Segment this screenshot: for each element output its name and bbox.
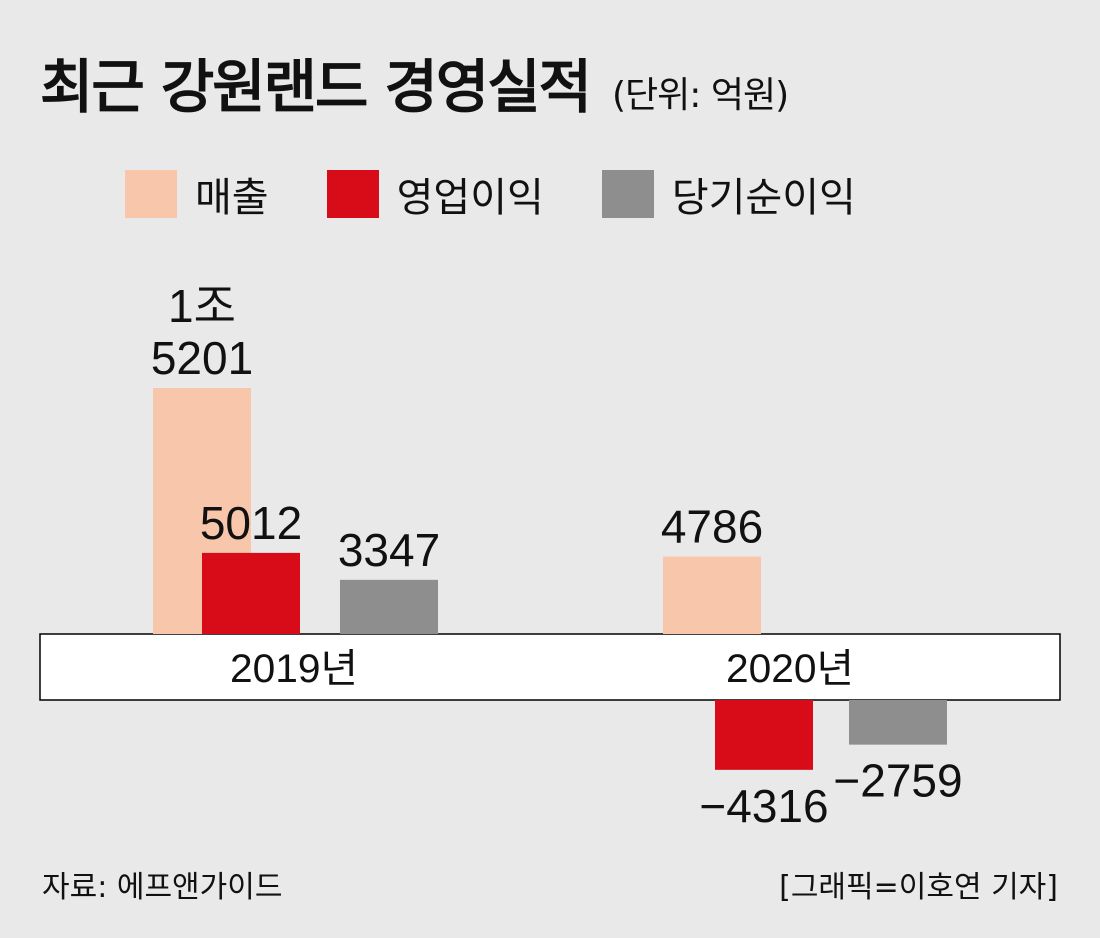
legend-swatch-net	[601, 170, 654, 218]
bar-1-1	[715, 700, 813, 770]
category-band	[39, 633, 1061, 701]
category-label: 2019년	[230, 647, 358, 691]
legend-swatch-operating	[326, 170, 379, 218]
legend-item-operating: 영업이익	[326, 165, 544, 223]
chart-title: 최근 강원랜드 경영실적	[40, 53, 592, 121]
graphic-credit: [그래픽=이호연 기자]	[779, 870, 1058, 905]
source-note: 자료: 에프앤가이드	[42, 870, 283, 905]
bar-2-1	[849, 700, 947, 745]
data-label-1-0: 5012	[200, 497, 302, 549]
legend-label-net: 당기순이익	[671, 175, 856, 221]
chart-title-block: 최근 강원랜드 경영실적 (단위: 억원)	[40, 40, 789, 124]
data-label-0-1: 4786	[661, 501, 763, 553]
unit-label: (단위: 억원)	[612, 75, 789, 116]
legend-item-net: 당기순이익	[601, 165, 856, 223]
legend-label-operating: 영업이익	[396, 175, 544, 221]
bar-2-0	[340, 579, 438, 634]
data-label-2-1: −2759	[833, 755, 962, 807]
data-label-1-1: −4316	[699, 780, 828, 832]
legend-swatch-sales	[125, 170, 177, 218]
legend-label-sales: 매출	[195, 175, 269, 221]
bar-0-1	[663, 556, 761, 634]
data-label-0-0: 5201	[151, 332, 253, 384]
data-label-0-0: 1조	[168, 280, 236, 332]
legend-item-sales: 매출	[125, 165, 269, 223]
bar-1-0	[202, 552, 300, 634]
category-label: 2020년	[726, 647, 854, 691]
legend: 매출 영업이익 당기순이익	[125, 165, 914, 223]
data-label-2-0: 3347	[338, 524, 440, 576]
